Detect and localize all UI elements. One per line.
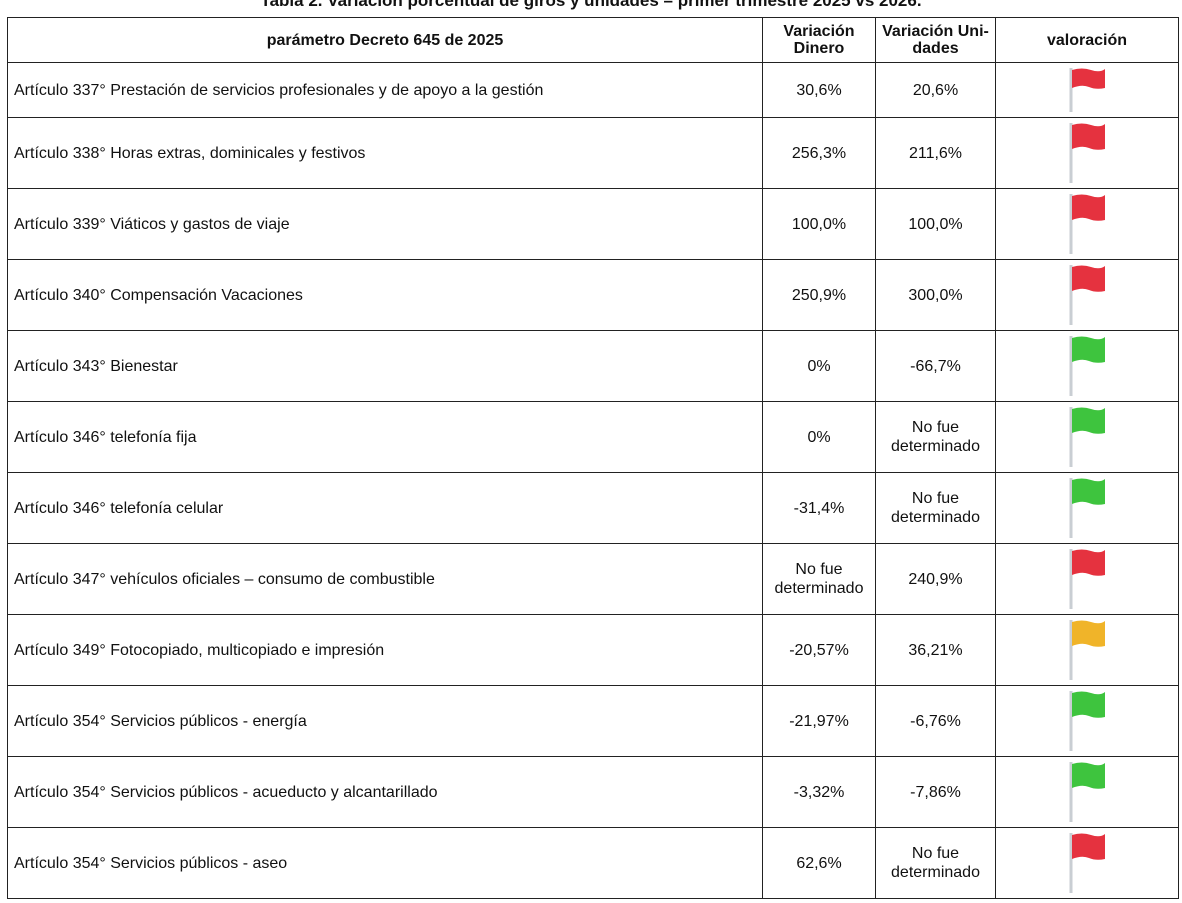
money-cell: -3,32% — [762, 756, 876, 828]
money-cell: -21,97% — [762, 685, 876, 757]
money-cell: 0% — [762, 401, 876, 473]
units-cell: No fue determinado — [875, 827, 996, 899]
rating-cell — [995, 188, 1179, 260]
flag-icon — [1069, 265, 1105, 325]
parameter-cell: Artículo 354° Servicios públicos - aseo — [7, 827, 763, 899]
flag-icon — [1069, 549, 1105, 609]
table-row: Artículo 347° vehículos oficiales – cons… — [7, 543, 1179, 615]
units-cell: -6,76% — [875, 685, 996, 757]
flag-icon — [1069, 68, 1105, 112]
table-row: Artículo 346° telefonía fija 0% No fue det… — [7, 401, 1179, 473]
flag-cloth — [1072, 336, 1105, 363]
rating-cell — [995, 330, 1179, 402]
parameter-cell: Artículo 338° Horas extras, dominicales … — [7, 117, 763, 189]
rating-cell — [995, 472, 1179, 544]
flag-icon — [1069, 194, 1105, 254]
units-cell: -7,86% — [875, 756, 996, 828]
table-row: Artículo 337° Prestación de servicios pr… — [7, 62, 1179, 118]
money-cell: 0% — [762, 330, 876, 402]
parameter-cell: Artículo 349° Fotocopiado, multicopiado … — [7, 614, 763, 686]
table-title: Tabla 2. Variación porcentual de giros y… — [260, 0, 922, 10]
table-row: Artículo 340° Compensación Vacaciones 250… — [7, 259, 1179, 331]
units-cell: -66,7% — [875, 330, 996, 402]
parameter-cell: Artículo 354° Servicios públicos - energ… — [7, 685, 763, 757]
rating-cell — [995, 685, 1179, 757]
flag-icon — [1069, 620, 1105, 680]
table-row: Artículo 343° Bienestar 0% -66,7% — [7, 330, 1179, 402]
rating-cell — [995, 614, 1179, 686]
header-cell: valoración — [995, 17, 1179, 63]
flag-icon — [1069, 478, 1105, 538]
money-cell: No fue determinado — [762, 543, 876, 615]
flag-icon — [1069, 336, 1105, 396]
flag-cloth — [1072, 691, 1105, 718]
parameter-cell: Artículo 346° telefonía fija — [7, 401, 763, 473]
units-cell: No fue determinado — [875, 401, 996, 473]
rating-cell — [995, 401, 1179, 473]
parameter-cell: Artículo 346° telefonía celular — [7, 472, 763, 544]
money-cell: 30,6% — [762, 62, 876, 118]
units-cell: 300,0% — [875, 259, 996, 331]
rating-cell — [995, 259, 1179, 331]
money-cell: -31,4% — [762, 472, 876, 544]
table-row: Artículo 338° Horas extras, dominicales … — [7, 117, 1179, 189]
rating-cell — [995, 117, 1179, 189]
money-cell: 62,6% — [762, 827, 876, 899]
parameter-cell: Artículo 340° Compensación Vacaciones — [7, 259, 763, 331]
parameter-cell: Artículo 347° vehículos oficiales – cons… — [7, 543, 763, 615]
table-row: Artículo 349° Fotocopiado, multicopiado … — [7, 614, 1179, 686]
flag-cloth — [1072, 478, 1105, 505]
table-row: Artículo 354° Servicios públicos - energ… — [7, 685, 1179, 757]
flag-cloth — [1072, 762, 1105, 789]
units-cell: 211,6% — [875, 117, 996, 189]
flag-cloth — [1072, 549, 1105, 576]
flag-cloth — [1072, 68, 1105, 89]
flag-icon — [1069, 123, 1105, 183]
money-cell: 250,9% — [762, 259, 876, 331]
flag-icon — [1069, 762, 1105, 822]
table-row: Artículo 354° Servicios públicos - acued… — [7, 756, 1179, 828]
units-cell: 36,21% — [875, 614, 996, 686]
header-cell: Variación Uni-dades — [875, 17, 996, 63]
money-cell: 256,3% — [762, 117, 876, 189]
rating-cell — [995, 827, 1179, 899]
money-cell: 100,0% — [762, 188, 876, 260]
flag-cloth — [1072, 620, 1105, 647]
money-cell: -20,57% — [762, 614, 876, 686]
units-cell: 240,9% — [875, 543, 996, 615]
flag-icon — [1069, 833, 1105, 893]
units-cell: 20,6% — [875, 62, 996, 118]
table-body: Artículo 337° Prestación de servicios pr… — [7, 62, 1179, 899]
flag-icon — [1069, 407, 1105, 467]
flag-icon — [1069, 691, 1105, 751]
flag-cloth — [1072, 123, 1105, 150]
flag-cloth — [1072, 265, 1105, 292]
header-cell: parámetro Decreto 645 de 2025 — [7, 17, 763, 63]
table-row: Artículo 354° Servicios públicos - aseo 6… — [7, 827, 1179, 899]
parameter-cell: Artículo 337° Prestación de servicios pr… — [7, 62, 763, 118]
header-cell: Variación Dinero — [762, 17, 876, 63]
units-cell: No fue determinado — [875, 472, 996, 544]
header-row: parámetro Decreto 645 de 2025 Variación … — [7, 17, 1179, 63]
flag-cloth — [1072, 833, 1105, 860]
parameter-cell: Artículo 354° Servicios públicos - acued… — [7, 756, 763, 828]
units-cell: 100,0% — [875, 188, 996, 260]
rating-cell — [995, 62, 1179, 118]
rating-cell — [995, 756, 1179, 828]
table-row: Artículo 339° Viáticos y gastos de viaje… — [7, 188, 1179, 260]
flag-cloth — [1072, 407, 1105, 434]
flag-cloth — [1072, 194, 1105, 221]
parameter-cell: Artículo 339° Viáticos y gastos de viaje — [7, 188, 763, 260]
table: parámetro Decreto 645 de 2025 Variación … — [7, 17, 1179, 899]
table-row: Artículo 346° telefonía celular -31,4% No … — [7, 472, 1179, 544]
rating-cell — [995, 543, 1179, 615]
parameter-cell: Artículo 343° Bienestar — [7, 330, 763, 402]
